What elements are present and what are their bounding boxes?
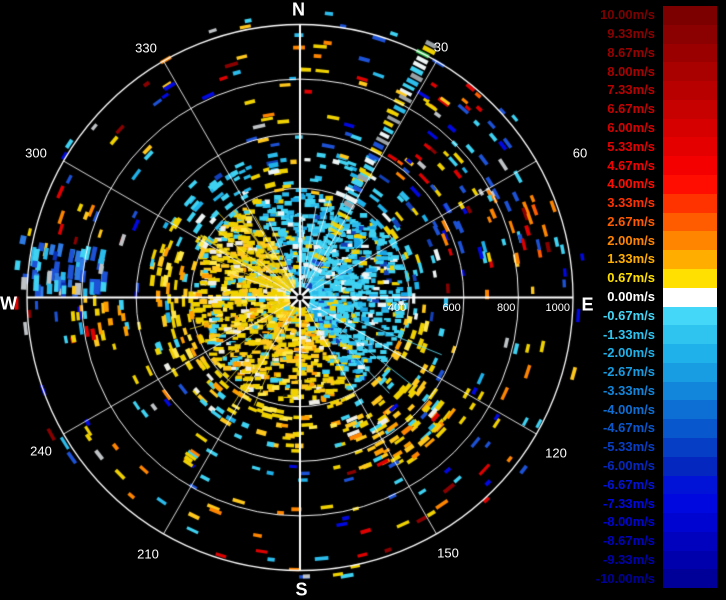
colorbar-segment-26 bbox=[663, 494, 717, 514]
colorbar-segment-13 bbox=[663, 250, 717, 269]
colorbar-segment-7 bbox=[663, 137, 717, 157]
colorbar-segment-10 bbox=[663, 193, 717, 213]
colorbar-segment-11 bbox=[663, 212, 717, 232]
velocity-colorbar bbox=[663, 6, 717, 589]
colorbar-segment-16 bbox=[663, 306, 717, 326]
colorbar-segment-4 bbox=[663, 81, 717, 100]
colorbar-segment-1 bbox=[663, 24, 717, 44]
colorbar-segment-25 bbox=[663, 475, 717, 495]
colorbar-segment-9 bbox=[663, 175, 717, 194]
colorbar-segment-0 bbox=[663, 6, 717, 25]
colorbar-segment-3 bbox=[663, 62, 717, 82]
colorbar-segment-18 bbox=[663, 344, 717, 363]
colorbar-segment-21 bbox=[663, 400, 717, 420]
colorbar-segment-2 bbox=[663, 43, 717, 63]
colorbar-segment-14 bbox=[663, 268, 717, 288]
colorbar-segment-23 bbox=[663, 437, 717, 457]
colorbar-segment-24 bbox=[663, 456, 717, 476]
colorbar-segment-19 bbox=[663, 362, 717, 382]
colorbar-segment-5 bbox=[663, 99, 717, 119]
colorbar-segment-6 bbox=[663, 118, 717, 138]
colorbar-segment-15 bbox=[663, 287, 717, 307]
colorbar-segment-29 bbox=[663, 550, 717, 570]
colorbar-segment-22 bbox=[663, 419, 717, 438]
colorbar-segment-30 bbox=[663, 569, 717, 589]
colorbar-segment-12 bbox=[663, 231, 717, 251]
colorbar-segment-8 bbox=[663, 156, 717, 176]
colorbar-segment-20 bbox=[663, 381, 717, 401]
colorbar-segment-27 bbox=[663, 513, 717, 532]
colorbar-segment-28 bbox=[663, 531, 717, 551]
colorbar-segment-17 bbox=[663, 325, 717, 345]
